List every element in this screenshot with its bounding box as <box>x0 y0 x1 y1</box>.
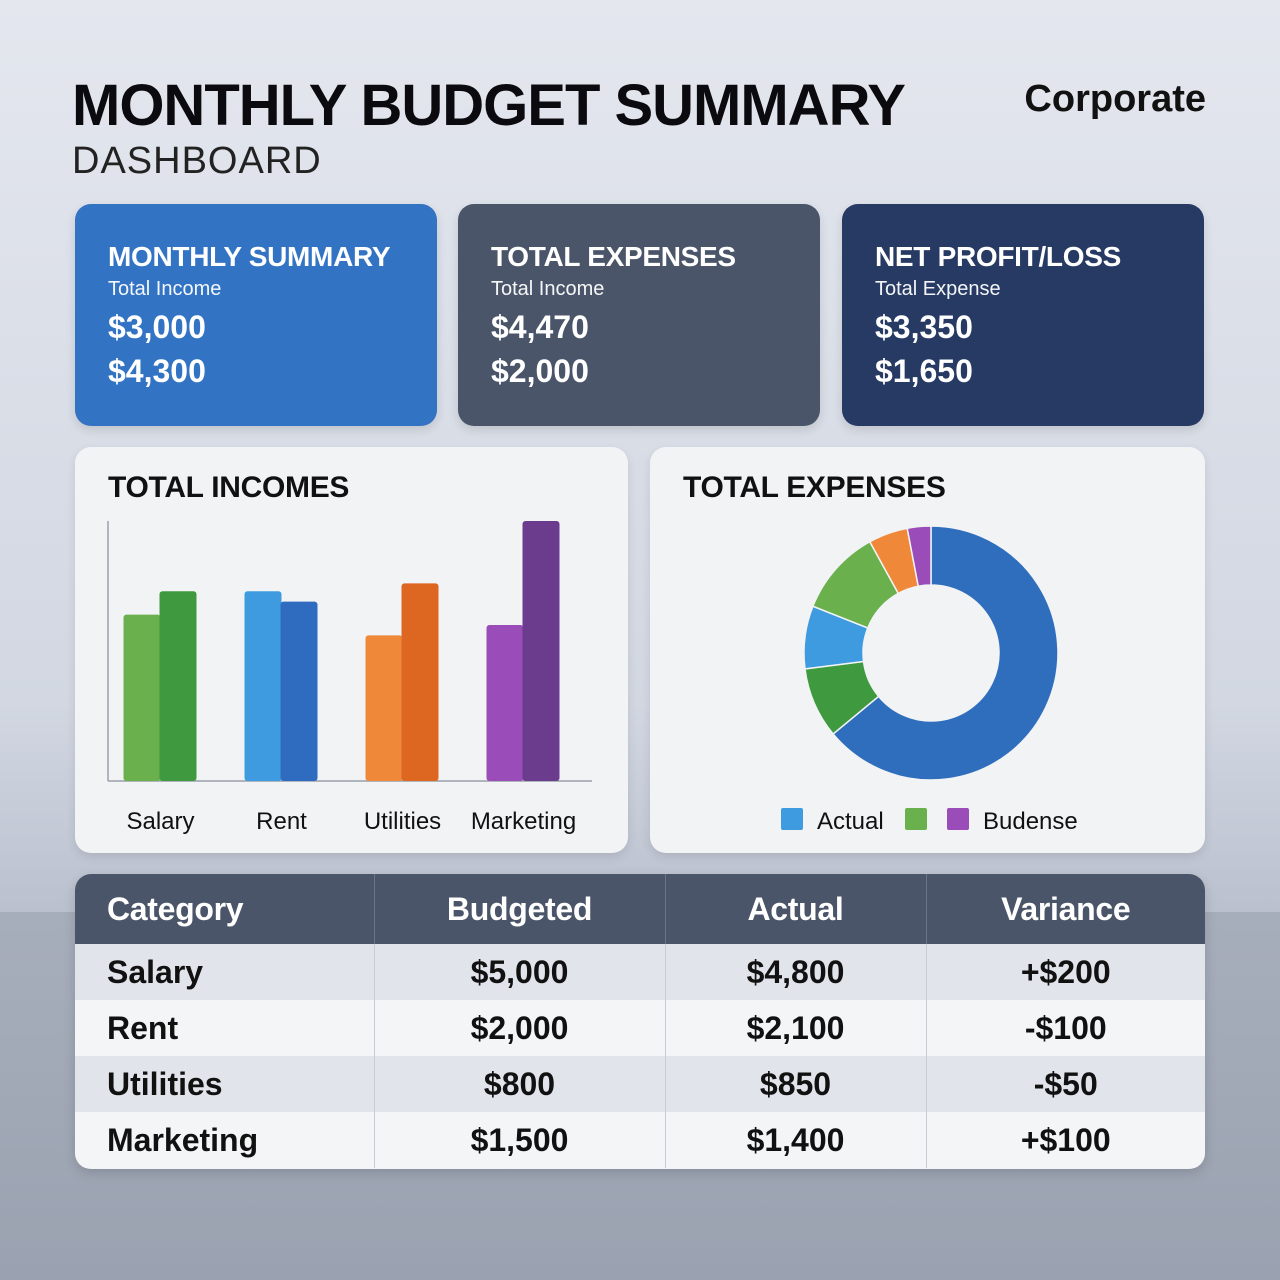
page-subtitle: DASHBOARD <box>72 140 322 182</box>
column-header-budgeted[interactable]: Budgeted <box>374 874 666 944</box>
page-title: MONTHLY BUDGET SUMMARY <box>72 73 906 138</box>
card-label: Total Income <box>491 277 605 300</box>
summary-card-expenses[interactable]: TOTAL EXPENSES Total Income $4,470 $2,00… <box>458 204 820 426</box>
income-chart-panel: TOTAL INCOMES Salary Rent Utilities Marketi… <box>75 447 628 853</box>
card-title: TOTAL EXPENSES <box>491 241 736 272</box>
donut-slice-6[interactable] <box>906 525 932 588</box>
table-row[interactable]: Rent $2,000 $2,100 -$100 <box>75 1000 1205 1056</box>
legend-swatch <box>781 808 803 830</box>
x-tick-label: Marketing <box>471 808 576 835</box>
bar-salary-1[interactable] <box>123 614 161 781</box>
card-value-primary: $4,470 <box>491 308 589 345</box>
card-value-primary: $3,000 <box>108 308 206 345</box>
card-label: Total Expense <box>875 277 1001 300</box>
bar-marketing-2[interactable] <box>522 521 560 781</box>
bar-salary-2[interactable] <box>159 591 197 781</box>
column-header-variance[interactable]: Variance <box>926 874 1205 944</box>
summary-card-net-profit[interactable]: NET PROFIT/LOSS Total Expense $3,350 $1,… <box>842 204 1204 426</box>
card-label: Total Income <box>108 277 222 300</box>
card-title: NET PROFIT/LOSS <box>875 241 1121 272</box>
summary-card-monthly[interactable]: MONTHLY SUMMARY Total Income $3,000 $4,3… <box>75 204 437 426</box>
table-row[interactable]: Salary $5,000 $4,800 +$200 <box>75 944 1205 1000</box>
cell-variance: +$100 <box>926 1112 1205 1168</box>
legend-swatch <box>947 808 969 830</box>
cell-actual: $2,100 <box>665 1000 927 1056</box>
bar-rent-1[interactable] <box>244 591 282 781</box>
cell-category: Marketing <box>75 1112 375 1168</box>
cell-category: Rent <box>75 1000 375 1056</box>
cell-category: Utilities <box>75 1056 375 1112</box>
cell-actual: $4,800 <box>665 944 927 1000</box>
table-row[interactable]: Marketing $1,500 $1,400 +$100 <box>75 1112 1205 1168</box>
cell-actual: $1,400 <box>665 1112 927 1168</box>
column-header-actual[interactable]: Actual <box>665 874 927 944</box>
cell-budgeted: $800 <box>374 1056 666 1112</box>
bar-utilities-2[interactable] <box>401 583 439 781</box>
card-title: MONTHLY SUMMARY <box>108 241 391 272</box>
cell-actual: $850 <box>665 1056 927 1112</box>
chart-title: TOTAL EXPENSES <box>683 471 946 504</box>
budget-table: Category Budgeted Actual Variance Salary… <box>75 874 1205 1169</box>
x-tick-label: Rent <box>256 808 307 835</box>
bar-utilities-1[interactable] <box>365 635 403 781</box>
cell-category: Salary <box>75 944 375 1000</box>
table-header-row: Category Budgeted Actual Variance <box>75 874 1205 944</box>
bar-rent-2[interactable] <box>280 601 318 781</box>
card-value-secondary: $1,650 <box>875 352 973 389</box>
x-tick-label: Utilities <box>364 808 441 835</box>
cell-variance: +$200 <box>926 944 1205 1000</box>
cell-budgeted: $2,000 <box>374 1000 666 1056</box>
bar-marketing-1[interactable] <box>486 625 524 781</box>
donut-slice-1[interactable] <box>832 525 1059 781</box>
table-row[interactable]: Utilities $800 $850 -$50 <box>75 1056 1205 1112</box>
card-value-secondary: $4,300 <box>108 352 206 389</box>
x-tick-label: Salary <box>126 808 194 835</box>
brand-label: Corporate <box>1024 78 1206 120</box>
cell-budgeted: $1,500 <box>374 1112 666 1168</box>
legend-swatch <box>905 808 927 830</box>
cell-variance: -$100 <box>926 1000 1205 1056</box>
card-value-secondary: $2,000 <box>491 352 589 389</box>
chart-title: TOTAL INCOMES <box>108 471 350 504</box>
legend-label: Actual <box>817 808 884 835</box>
legend-label: Budense <box>983 808 1078 835</box>
expense-donut-chart: Actual Budense <box>781 525 1078 835</box>
column-header-category[interactable]: Category <box>75 874 375 944</box>
cell-budgeted: $5,000 <box>374 944 666 1000</box>
expense-chart-panel: TOTAL EXPENSES Actual Budense <box>650 447 1205 853</box>
cell-variance: -$50 <box>926 1056 1205 1112</box>
income-bar-chart: Salary Rent Utilities Marketing <box>107 521 592 835</box>
card-value-primary: $3,350 <box>875 308 973 345</box>
